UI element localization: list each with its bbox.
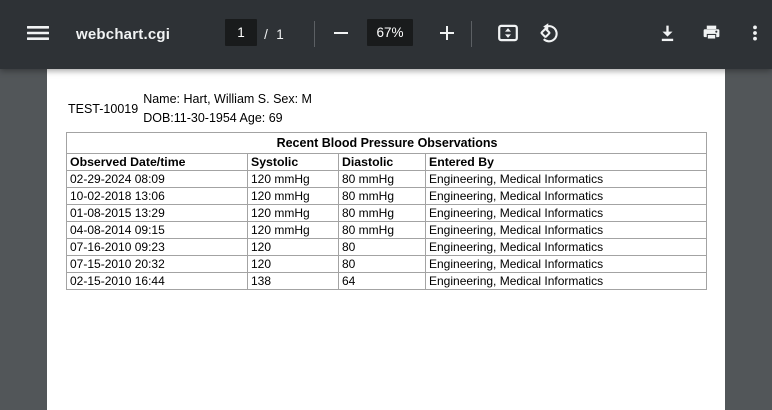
- table-row: 02-29-2024 08:09 120 mmHg 80 mmHg Engineeri…: [66, 170, 708, 188]
- column-header-systolic: Systolic: [247, 153, 339, 171]
- page-number-input[interactable]: 1: [225, 19, 257, 46]
- table-title: Recent Blood Pressure Observations: [65, 132, 708, 154]
- table-cell: Engineering, Medical Informatics: [424, 255, 708, 273]
- table-cell: 04-08-2014 09:15: [66, 221, 248, 239]
- print-icon: [701, 23, 722, 44]
- table-title-row: Recent Blood Pressure Observations: [65, 132, 708, 154]
- zoom-in-icon: [439, 25, 455, 41]
- table-cell: 02-15-2010 16:44: [66, 272, 248, 290]
- table-cell: 120: [247, 238, 339, 256]
- rotate-counterclockwise-icon: [538, 22, 561, 45]
- table-cell: Engineering, Medical Informatics: [424, 170, 708, 188]
- table-cell: 64: [338, 272, 426, 290]
- menu-button[interactable]: [20, 15, 56, 51]
- table-cell: 80 mmHg: [338, 187, 426, 205]
- table-cell: 07-15-2010 20:32: [66, 255, 248, 273]
- table-cell: 120 mmHg: [247, 221, 339, 239]
- menu-icon: [26, 21, 50, 45]
- zoom-out-button[interactable]: [323, 15, 359, 51]
- table-cell: 02-29-2024 08:09: [66, 170, 248, 188]
- patient-info-line1: Name: Hart, William S. Sex: M: [143, 92, 312, 106]
- fit-to-page-icon: [497, 22, 519, 44]
- patient-info-line2: DOB:11-30-1954 Age: 69: [143, 111, 283, 125]
- table-cell: 120: [247, 255, 339, 273]
- table-cell: 80: [338, 238, 426, 256]
- table-cell: Engineering, Medical Informatics: [424, 272, 708, 290]
- table-cell: 120 mmHg: [247, 170, 339, 188]
- table-cell: Engineering, Medical Informatics: [424, 238, 708, 256]
- pdf-toolbar: webchart.cgi 1 / 1 67%: [0, 0, 772, 69]
- print-button[interactable]: [693, 15, 729, 51]
- page-separator: /: [264, 27, 268, 42]
- document-title: webchart.cgi: [76, 26, 171, 43]
- table-cell: Engineering, Medical Informatics: [424, 204, 708, 222]
- rotate-counterclockwise-button[interactable]: [531, 15, 567, 51]
- patient-id: TEST-10019: [68, 102, 139, 116]
- download-icon: [657, 23, 678, 44]
- table-row: 07-16-2010 09:23 120 80 Engineering, Medica…: [66, 238, 708, 256]
- column-header-entered-by: Entered By: [424, 153, 708, 171]
- column-header-diastolic: Diastolic: [338, 153, 426, 171]
- download-button[interactable]: [649, 15, 685, 51]
- table-row: 01-08-2015 13:29 120 mmHg 80 mmHg Engineeri…: [66, 204, 708, 222]
- table-cell: Engineering, Medical Informatics: [424, 187, 708, 205]
- blood-pressure-table: Recent Blood Pressure Observations Obser…: [65, 132, 708, 290]
- toolbar-divider: [314, 21, 315, 47]
- table-cell: 120 mmHg: [247, 204, 339, 222]
- zoom-in-button[interactable]: [429, 15, 465, 51]
- patient-info: Name: Hart, William S. Sex: M DOB:11-30-…: [143, 90, 312, 128]
- table-row: 04-08-2014 09:15 120 mmHg 80 mmHg Engineeri…: [66, 221, 708, 239]
- column-header-observed: Observed Date/time: [66, 153, 248, 171]
- page-total: 1: [276, 27, 284, 42]
- more-options-icon: [745, 23, 765, 43]
- table-cell: 80 mmHg: [338, 221, 426, 239]
- table-header-row: Observed Date/time Systolic Diastolic En…: [66, 153, 708, 171]
- table-cell: 80 mmHg: [338, 204, 426, 222]
- fit-to-page-button[interactable]: [490, 15, 526, 51]
- patient-header: TEST-10019 Name: Hart, William S. Sex: M…: [68, 90, 312, 128]
- table-cell: 120 mmHg: [247, 187, 339, 205]
- bp-table-body: 02-29-2024 08:09 120 mmHg 80 mmHg Engineeri…: [66, 170, 708, 290]
- table-cell: 07-16-2010 09:23: [66, 238, 248, 256]
- pdf-page: TEST-10019 Name: Hart, William S. Sex: M…: [47, 69, 725, 410]
- table-cell: 80 mmHg: [338, 170, 426, 188]
- table-row: 02-15-2010 16:44 138 64 Engineering, Medica…: [66, 272, 708, 290]
- table-cell: 80: [338, 255, 426, 273]
- table-cell: 10-02-2018 13:06: [66, 187, 248, 205]
- toolbar-divider: [471, 21, 472, 47]
- table-cell: 01-08-2015 13:29: [66, 204, 248, 222]
- table-cell: 138: [247, 272, 339, 290]
- more-options-button[interactable]: [737, 15, 772, 51]
- table-row: 07-15-2010 20:32 120 80 Engineering, Medica…: [66, 255, 708, 273]
- zoom-level-input[interactable]: 67%: [367, 19, 413, 46]
- table-cell: Engineering, Medical Informatics: [424, 221, 708, 239]
- zoom-out-icon: [334, 32, 348, 34]
- table-row: 10-02-2018 13:06 120 mmHg 80 mmHg Engineeri…: [66, 187, 708, 205]
